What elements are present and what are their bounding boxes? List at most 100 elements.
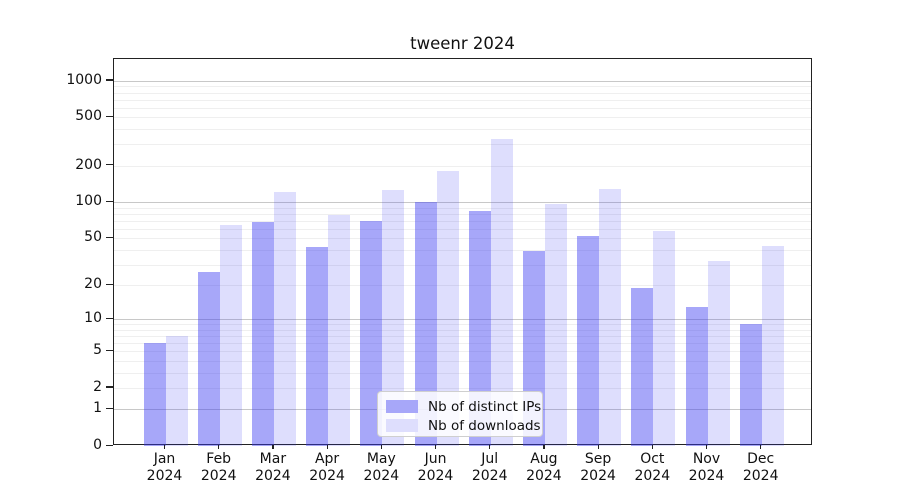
legend-item: Nb of distinct IPs bbox=[386, 398, 541, 415]
x-tick-year: 2024 bbox=[200, 468, 237, 484]
x-tick-label: Jan 2024 bbox=[130, 451, 200, 485]
x-tick-label: Feb 2024 bbox=[184, 451, 254, 485]
bars-layer bbox=[114, 59, 811, 446]
bar-distinct-ips bbox=[251, 222, 274, 446]
bar-distinct-ips bbox=[143, 343, 166, 446]
bar-downloads bbox=[544, 203, 567, 446]
gridline-minor bbox=[114, 213, 811, 215]
legend-label-downloads: Nb of downloads bbox=[428, 417, 541, 434]
y-tick-mark bbox=[106, 349, 113, 351]
bar-downloads bbox=[382, 190, 405, 446]
y-tick-mark bbox=[106, 386, 113, 388]
x-tick-year: 2024 bbox=[146, 468, 183, 484]
gridline-minor bbox=[114, 117, 811, 119]
bar-distinct-ips bbox=[414, 202, 437, 446]
y-tick-label: 10 bbox=[84, 310, 102, 327]
gridline-minor bbox=[114, 129, 811, 131]
x-tick-month: Jul bbox=[481, 451, 499, 467]
x-tick-year: 2024 bbox=[255, 468, 291, 484]
bar-downloads bbox=[273, 191, 296, 446]
bar-downloads bbox=[328, 215, 351, 446]
x-tick-year: 2024 bbox=[471, 468, 508, 484]
y-tick-mark bbox=[106, 317, 113, 319]
bar-distinct-ips bbox=[739, 324, 762, 446]
legend-item: Nb of downloads bbox=[386, 417, 541, 434]
bar-downloads bbox=[707, 261, 730, 446]
y-tick-label: 1000 bbox=[66, 71, 102, 88]
gridline-minor bbox=[114, 324, 811, 326]
legend-swatch-downloads bbox=[386, 419, 418, 432]
x-tick-month: Apr bbox=[314, 451, 340, 467]
y-tick-mark bbox=[106, 283, 113, 285]
x-tick-label: Jul 2024 bbox=[455, 451, 525, 485]
y-tick-label: 200 bbox=[75, 156, 102, 173]
x-tick-month: Feb bbox=[206, 451, 232, 467]
gridline-minor bbox=[114, 329, 811, 331]
y-tick-mark bbox=[106, 200, 113, 202]
gridline-minor bbox=[114, 228, 811, 230]
gridline-minor bbox=[114, 99, 811, 101]
x-tick-month: Mar bbox=[259, 451, 287, 467]
y-tick-label: 0 bbox=[93, 437, 102, 453]
bar-downloads bbox=[436, 171, 459, 446]
y-tick-mark bbox=[106, 164, 113, 166]
gridline-major bbox=[114, 80, 811, 82]
x-tick-year: 2024 bbox=[417, 468, 454, 484]
bar-distinct-ips bbox=[197, 271, 220, 446]
gridline-minor bbox=[114, 264, 811, 266]
bar-downloads bbox=[219, 224, 242, 446]
x-tick-month: Jan bbox=[153, 451, 176, 467]
y-tick-label: 100 bbox=[75, 193, 102, 210]
bar-downloads bbox=[761, 245, 784, 446]
gridline-minor bbox=[114, 360, 811, 362]
y-tick-label: 50 bbox=[84, 229, 102, 246]
chart-title: tweenr 2024 bbox=[410, 34, 515, 53]
x-tick-month: Sep bbox=[584, 451, 612, 467]
y-tick-mark bbox=[106, 79, 113, 81]
y-tick-mark bbox=[106, 407, 113, 410]
gridline-major bbox=[114, 202, 811, 204]
gridline-minor bbox=[114, 165, 811, 167]
bar-downloads bbox=[165, 336, 188, 446]
x-tick-year: 2024 bbox=[526, 468, 562, 484]
y-tick-label: 500 bbox=[75, 108, 102, 125]
y-tick-label: 2 bbox=[93, 378, 102, 395]
x-tick-month: Aug bbox=[530, 451, 558, 467]
gridline-minor bbox=[114, 92, 811, 94]
gridline-minor bbox=[114, 336, 811, 338]
gridline-minor bbox=[114, 351, 811, 353]
x-tick-label: Apr 2024 bbox=[292, 451, 362, 485]
y-tick-mark bbox=[106, 115, 113, 118]
grid-layer bbox=[114, 59, 811, 444]
x-tick-month: May bbox=[366, 451, 396, 467]
y-tick-mark bbox=[106, 444, 113, 446]
y-tick-mark bbox=[106, 236, 113, 238]
gridline-major bbox=[114, 319, 811, 321]
bar-distinct-ips bbox=[577, 236, 600, 446]
bar-downloads bbox=[653, 231, 676, 446]
x-tick-label: Aug 2024 bbox=[509, 451, 579, 485]
plot-area bbox=[113, 58, 812, 446]
gridline-minor bbox=[114, 220, 811, 222]
x-tick-month: Nov bbox=[692, 451, 721, 467]
x-tick-year: 2024 bbox=[688, 468, 725, 484]
gridline-minor bbox=[114, 249, 811, 251]
gridline-minor bbox=[114, 238, 811, 240]
y-tick-label: 20 bbox=[84, 276, 102, 293]
x-tick-month: Oct bbox=[640, 451, 665, 467]
gridline-minor bbox=[114, 343, 811, 345]
bar-downloads bbox=[599, 188, 622, 446]
x-tick-label: Jun 2024 bbox=[401, 451, 471, 485]
x-tick-month: Jun bbox=[424, 451, 447, 467]
x-tick-label: Nov 2024 bbox=[672, 451, 742, 485]
gridline-minor bbox=[114, 144, 811, 146]
gridline-minor bbox=[114, 207, 811, 209]
x-tick-year: 2024 bbox=[580, 468, 616, 484]
x-tick-year: 2024 bbox=[309, 468, 345, 484]
bar-downloads bbox=[490, 138, 513, 446]
bar-distinct-ips bbox=[360, 221, 383, 446]
x-tick-label: Oct 2024 bbox=[617, 451, 687, 485]
legend-swatch-distinct-ips bbox=[386, 400, 418, 413]
bar-distinct-ips bbox=[468, 210, 491, 446]
gridline-minor bbox=[114, 107, 811, 109]
